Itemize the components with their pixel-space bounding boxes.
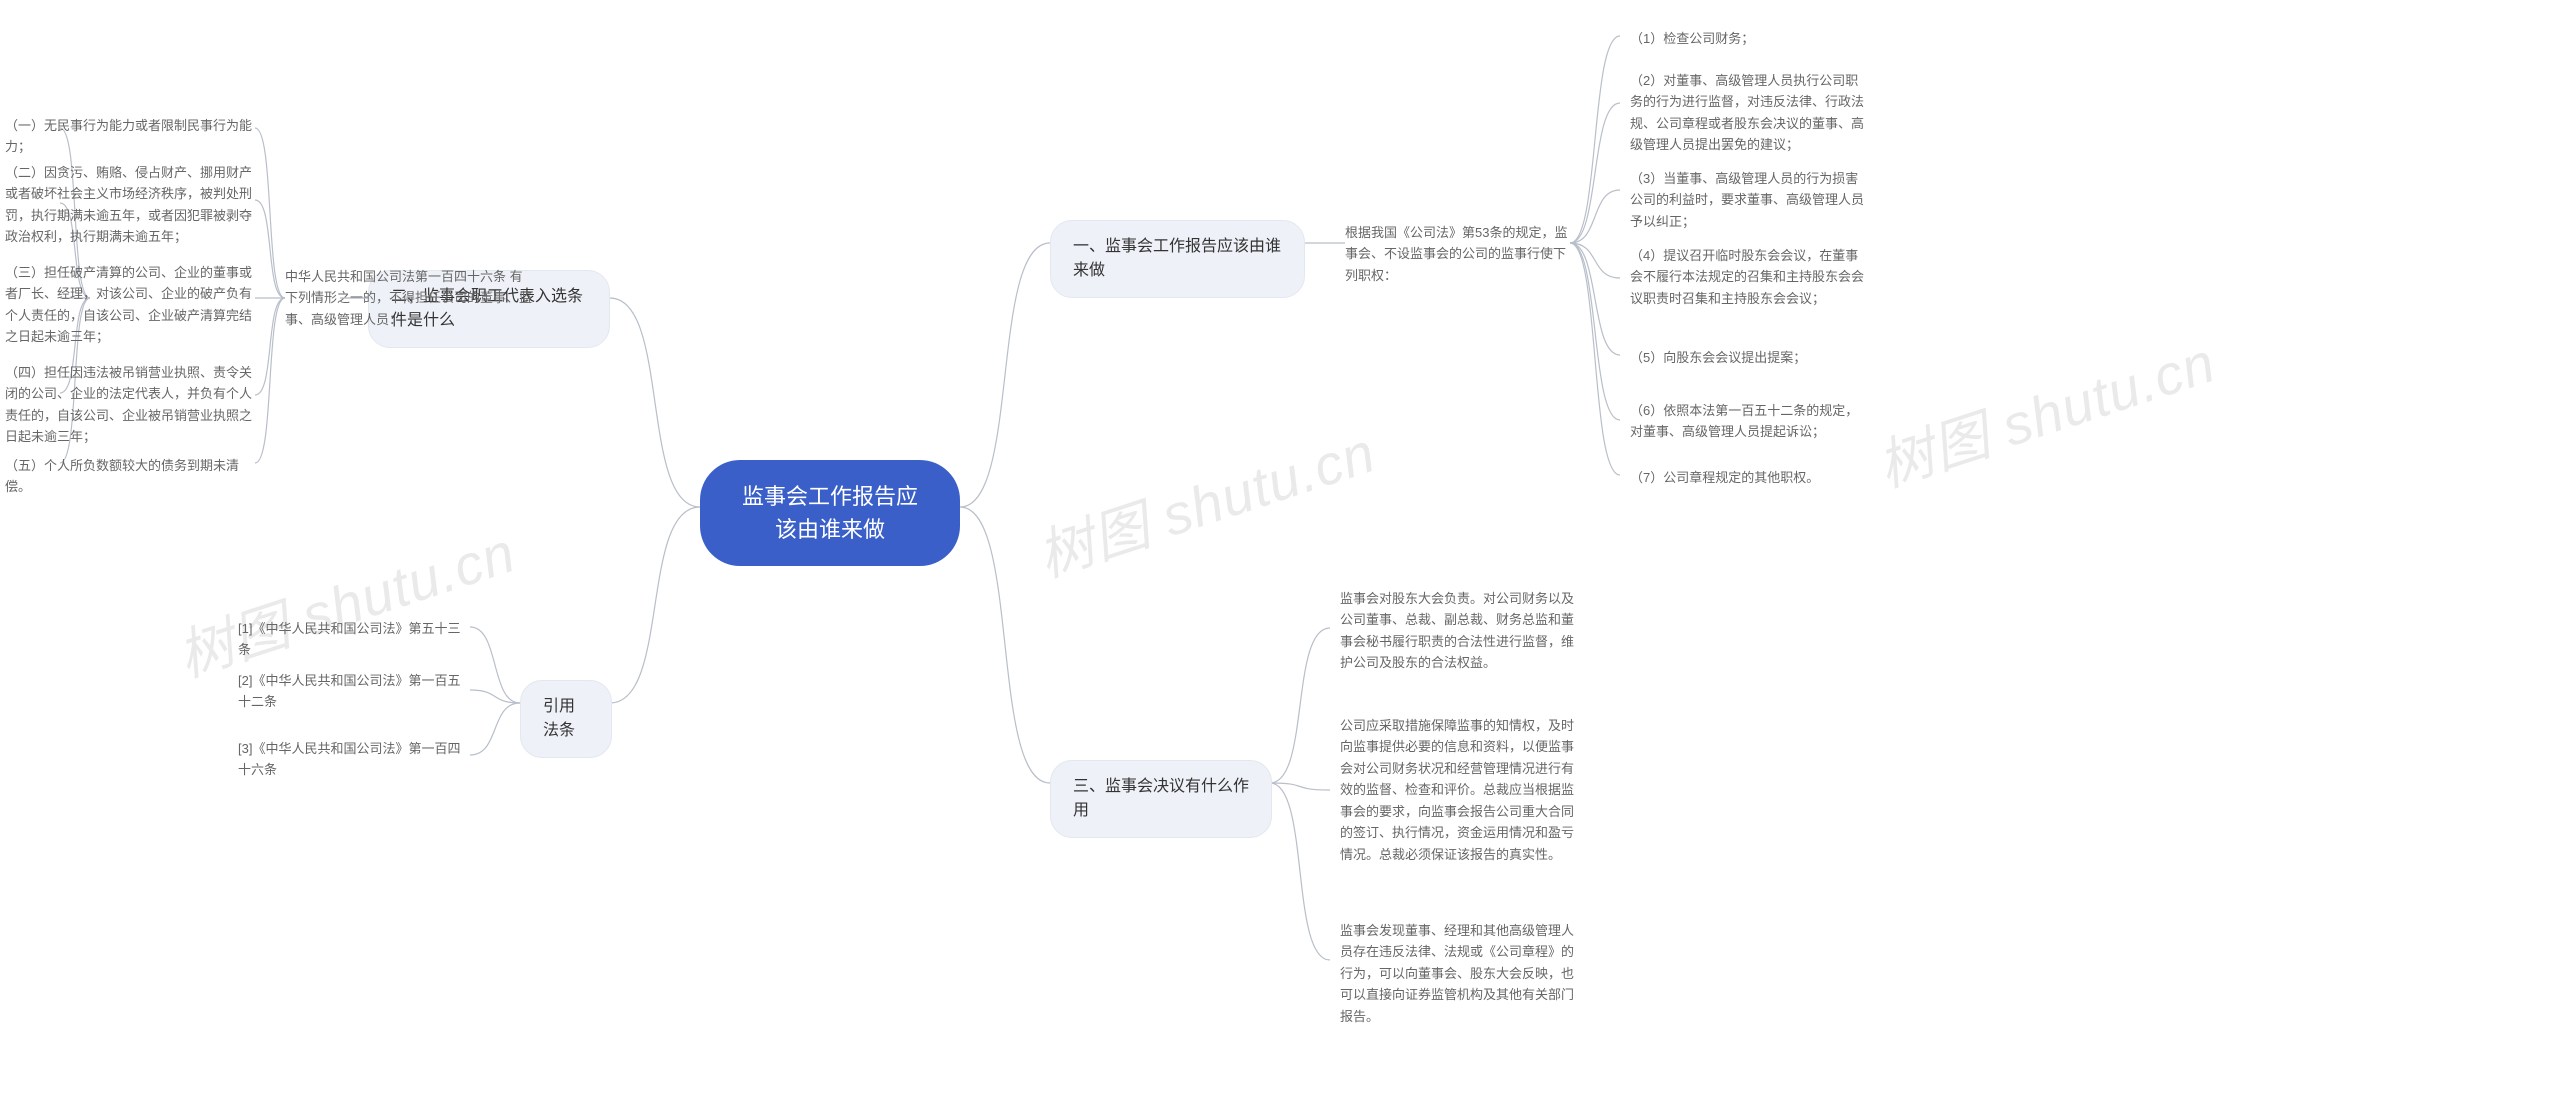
root-label: 监事会工作报告应该由谁来做 bbox=[742, 484, 918, 542]
branch-1-intermediate: 根据我国《公司法》第53条的规定，监事会、不设监事会的公司的监事行使下列职权： bbox=[1345, 222, 1570, 286]
branch-1-label: 一、监事会工作报告应该由谁来做 bbox=[1073, 238, 1281, 279]
b2-leaf-2v: （二）因贪污、贿赂、侵占财产、挪用财产或者破坏社会主义市场经济秩序，被判处刑罚，… bbox=[5, 162, 255, 248]
b3-leaf-2: 公司应采取措施保障监事的知情权，及时向监事提供必要的信息和资料，以便监事会对公司… bbox=[1340, 715, 1580, 865]
b2-leaf-4v: （四）担任因违法被吊销营业执照、责令关闭的公司、企业的法定代表人，并负有个人责任… bbox=[5, 362, 255, 448]
b1-leaf-2: （2）对董事、高级管理人员执行公司职务的行为进行监督，对违反法律、行政法规、公司… bbox=[1630, 70, 1870, 156]
branch-4-label: 引用法条 bbox=[543, 698, 575, 739]
connectors-left bbox=[0, 0, 2560, 1105]
b2-leaf-1v: （一）无民事行为能力或者限制民事行为能力； bbox=[5, 115, 255, 158]
branch-1-intermediate-text: 根据我国《公司法》第53条的规定，监事会、不设监事会的公司的监事行使下列职权： bbox=[1345, 225, 1567, 283]
b1-leaf-4: （4）提议召开临时股东会会议，在董事会不履行本法规定的召集和主持股东会会议职责时… bbox=[1630, 245, 1870, 309]
b3-leaf-3: 监事会发现董事、经理和其他高级管理人员存在违反法律、法规或《公司章程》的行为，可… bbox=[1340, 920, 1580, 1027]
branch-2-intermediate: 中华人民共和国公司法第一百四十六条 有下列情形之一的，不得担任公司的董事、监事、… bbox=[285, 266, 535, 330]
b4-leaf-1: [1]《中华人民共和国公司法》第五十三条 bbox=[238, 618, 470, 661]
watermark: 树图 shutu.cn bbox=[1866, 318, 2224, 503]
b1-leaf-1: （1）检查公司财务； bbox=[1630, 28, 1870, 49]
b2-leaf-3v: （三）担任破产清算的公司、企业的董事或者厂长、经理，对该公司、企业的破产负有个人… bbox=[5, 262, 255, 348]
watermark: 树图 shutu.cn bbox=[1026, 408, 1384, 593]
b1-leaf-5: （5）向股东会会议提出提案； bbox=[1630, 347, 1870, 368]
b1-leaf-6: （6）依照本法第一百五十二条的规定，对董事、高级管理人员提起诉讼； bbox=[1630, 400, 1870, 443]
branch-3-label: 三、监事会决议有什么作用 bbox=[1073, 778, 1249, 819]
b3-leaf-1: 监事会对股东大会负责。对公司财务以及公司董事、总裁、副总裁、财务总监和董事会秘书… bbox=[1340, 588, 1580, 674]
b2-leaf-5v: （五）个人所负数额较大的债务到期未清偿。 bbox=[5, 455, 255, 498]
b4-leaf-3: [3]《中华人民共和国公司法》第一百四十六条 bbox=[238, 738, 470, 781]
branch-2-intermediate-text: 中华人民共和国公司法第一百四十六条 有下列情形之一的，不得担任公司的董事、监事、… bbox=[285, 269, 532, 327]
branch-1: 一、监事会工作报告应该由谁来做 bbox=[1050, 220, 1305, 298]
root-node: 监事会工作报告应该由谁来做 bbox=[700, 460, 960, 566]
b1-leaf-7: （7）公司章程规定的其他职权。 bbox=[1630, 467, 1870, 488]
watermark: 树图 shutu.cn bbox=[166, 508, 524, 693]
branch-3: 三、监事会决议有什么作用 bbox=[1050, 760, 1272, 838]
connectors bbox=[0, 0, 2560, 1105]
b1-leaf-3: （3）当董事、高级管理人员的行为损害公司的利益时，要求董事、高级管理人员予以纠正… bbox=[1630, 168, 1870, 232]
branch-4: 引用法条 bbox=[520, 680, 612, 758]
b4-leaf-2: [2]《中华人民共和国公司法》第一百五十二条 bbox=[238, 670, 470, 713]
